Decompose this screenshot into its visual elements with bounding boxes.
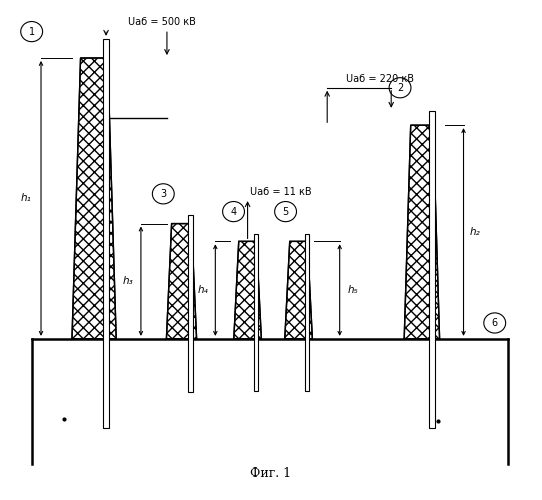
Text: Uаб = 11 кВ: Uаб = 11 кВ (250, 187, 312, 197)
Text: 3: 3 (160, 189, 166, 199)
Text: h₅: h₅ (347, 285, 358, 295)
Polygon shape (234, 242, 261, 339)
Text: h₁: h₁ (21, 194, 32, 203)
Bar (254, 234, 258, 390)
Text: 1: 1 (29, 26, 35, 36)
Text: 6: 6 (492, 318, 498, 328)
Text: 2: 2 (397, 83, 403, 93)
Bar (188, 216, 193, 392)
Bar (103, 39, 109, 428)
Polygon shape (72, 58, 116, 339)
Text: h₂: h₂ (470, 227, 481, 237)
Text: 5: 5 (282, 206, 289, 216)
Polygon shape (404, 125, 440, 339)
Bar (305, 234, 309, 390)
Polygon shape (166, 224, 197, 339)
Bar (429, 111, 435, 428)
Text: Uаб = 220 кВ: Uаб = 220 кВ (346, 74, 415, 85)
Text: Uаб = 500 кВ: Uаб = 500 кВ (128, 17, 196, 27)
Text: h₃: h₃ (122, 276, 133, 286)
Text: h₄: h₄ (198, 285, 209, 295)
Text: 4: 4 (230, 206, 237, 216)
Polygon shape (285, 242, 312, 339)
Text: Фиг. 1: Фиг. 1 (250, 468, 292, 480)
